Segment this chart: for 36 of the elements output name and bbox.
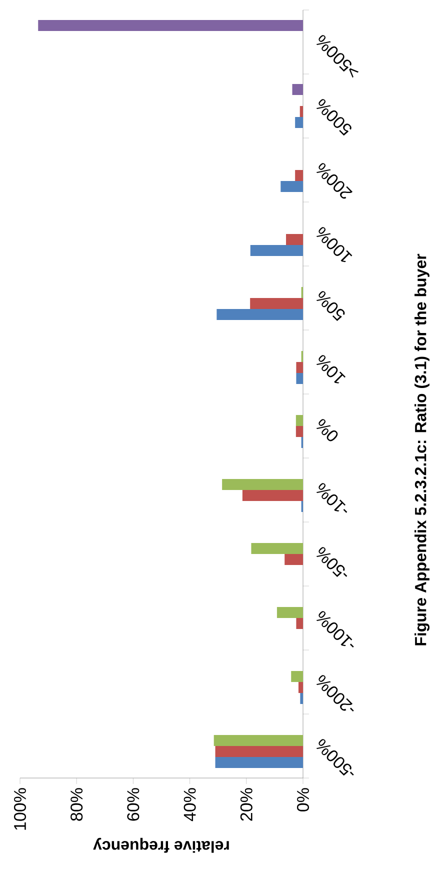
x-tick-label: 60%: [127, 788, 140, 821]
bar: [292, 84, 303, 95]
bar: [251, 543, 303, 554]
bar: [296, 373, 303, 384]
bar: [216, 309, 303, 320]
bar: [286, 234, 303, 246]
bar: [250, 298, 303, 310]
bar: [250, 245, 303, 256]
x-tick-label: 100%: [14, 788, 26, 830]
bar: [300, 693, 303, 704]
bar: [280, 181, 303, 192]
bar: [296, 362, 303, 374]
x-axis-title: relative frequency: [93, 838, 229, 853]
text: Figure Appendix 5.2.3.2.1c: Ratio (3.1) for the buyer: [414, 254, 430, 646]
bar: [295, 117, 303, 128]
x-tick-label: 80%: [70, 788, 83, 821]
x-tick-label: 0%: [296, 788, 310, 812]
bar: [222, 479, 303, 490]
x-tick-label: 20%: [240, 788, 252, 821]
bar: [296, 426, 303, 438]
y-tick-label: 10%: [316, 355, 346, 384]
y-tick-label: 0%: [316, 419, 338, 442]
x-tick-label: 40%: [184, 788, 196, 822]
bar: [276, 607, 303, 618]
bar: [215, 757, 303, 768]
bar: [215, 746, 303, 758]
bar: [242, 490, 303, 502]
bar: [300, 106, 303, 117]
bar: [298, 682, 303, 694]
bar: [284, 554, 303, 566]
bar: [291, 671, 303, 682]
bar: [214, 735, 303, 746]
bar: [38, 20, 303, 31]
bar: [295, 170, 303, 182]
bar: [296, 415, 303, 426]
bar: [296, 618, 303, 630]
